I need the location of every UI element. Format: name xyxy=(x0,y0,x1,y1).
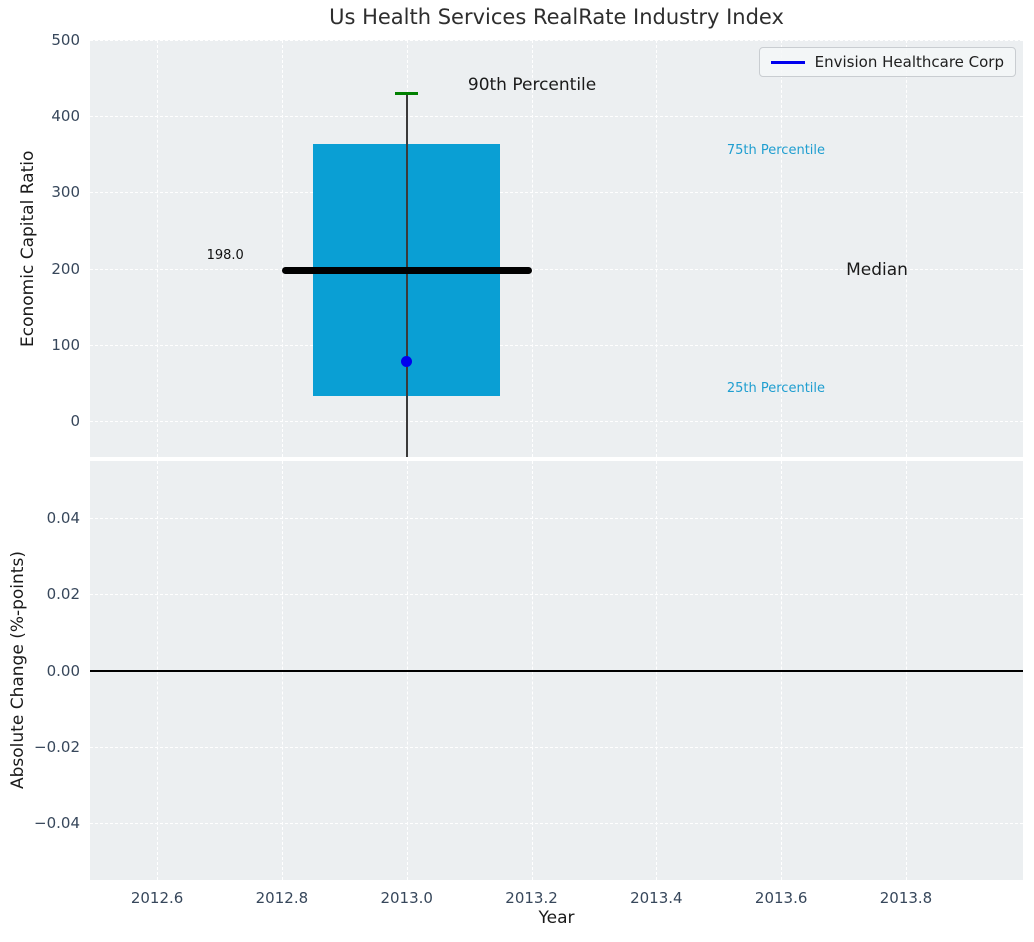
chart-title: Us Health Services RealRate Industry Ind… xyxy=(329,5,784,29)
legend: Envision Healthcare Corp xyxy=(758,47,1016,77)
y-gridline xyxy=(90,192,1023,194)
y-tick-label: 300 xyxy=(51,183,80,202)
y-gridline xyxy=(90,746,1023,748)
x-tick-label: 2012.8 xyxy=(255,889,309,907)
x-gridline xyxy=(157,40,159,457)
y-tick-label: 500 xyxy=(51,31,80,49)
y-gridline xyxy=(90,268,1023,270)
x-gridline xyxy=(281,40,283,457)
y-tick-label: 400 xyxy=(51,107,80,126)
top-axes: Envision Healthcare Corp 90th Percentile… xyxy=(90,40,1023,457)
x-gridline xyxy=(781,40,783,457)
y-gridline xyxy=(90,40,1023,41)
y-gridline xyxy=(90,116,1023,118)
y-gridline xyxy=(90,421,1023,423)
annotation-25th-percentile: 25th Percentile xyxy=(726,381,826,397)
x-tick-label: 2013.6 xyxy=(754,889,808,907)
legend-label: Envision Healthcare Corp xyxy=(814,53,1004,71)
x-axis-label: Year xyxy=(538,908,575,928)
y-gridline xyxy=(90,594,1023,596)
x-gridline xyxy=(531,40,533,457)
data-point-envision-healthcare-corp xyxy=(401,356,413,368)
median-line xyxy=(281,266,532,274)
x-tick-label: 2013.4 xyxy=(630,889,683,907)
x-gridline xyxy=(656,40,658,457)
x-gridline xyxy=(905,40,907,457)
y-gridline xyxy=(90,518,1023,520)
y-gridline xyxy=(90,344,1023,346)
y-tick-label: −0.04 xyxy=(34,813,80,832)
y-tick-label: −0.02 xyxy=(34,737,80,756)
y-tick-label: 0.00 xyxy=(46,661,80,680)
y-tick-label: 0.04 xyxy=(46,509,80,528)
whisker-line xyxy=(405,93,408,457)
annotation-90th-percentile: 90th Percentile xyxy=(467,74,597,95)
y-tick-label: 200 xyxy=(51,259,80,278)
y-tick-label: 100 xyxy=(51,335,80,354)
y-gridline xyxy=(90,822,1023,824)
y-tick-label: 0.02 xyxy=(46,585,80,604)
zero-line xyxy=(90,669,1023,672)
whisker-cap-90th-percentile xyxy=(395,91,418,96)
top-y-axis-label: Economic Capital Ratio xyxy=(18,150,38,347)
x-tick-label: 2013.8 xyxy=(879,889,933,907)
legend-line-sample xyxy=(770,60,805,64)
annotation-median: Median xyxy=(846,259,908,280)
annotation-75th-percentile: 75th Percentile xyxy=(726,143,826,159)
x-tick-label: 2013.0 xyxy=(380,889,433,907)
x-tick-label: 2012.6 xyxy=(130,889,184,907)
x-tick-label: 2013.2 xyxy=(505,889,558,907)
annotation-198-0: 198.0 xyxy=(206,247,244,263)
bottom-axes xyxy=(90,461,1023,880)
y-tick-label: 0 xyxy=(70,412,80,431)
